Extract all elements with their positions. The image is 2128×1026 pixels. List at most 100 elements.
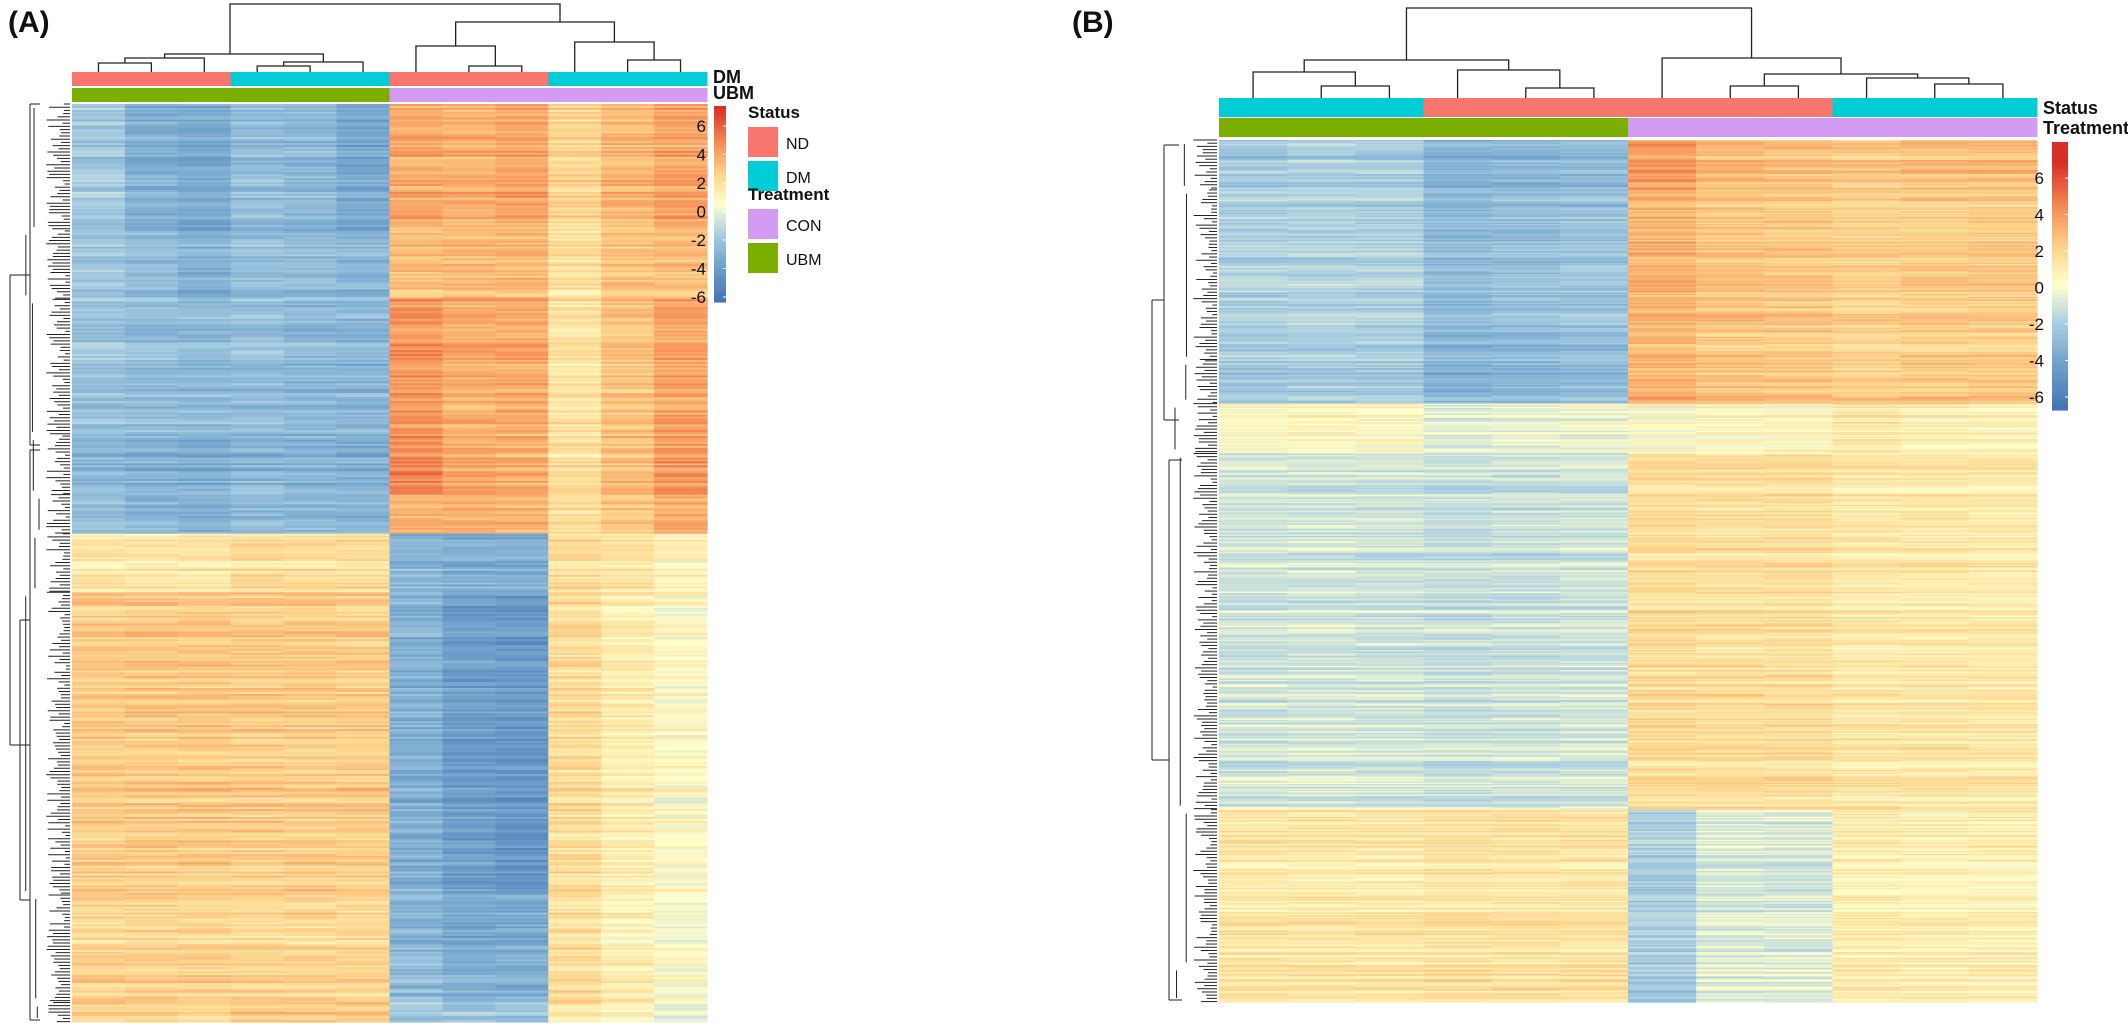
heatmap-cell bbox=[124, 439, 179, 443]
heatmap-cell bbox=[283, 109, 338, 113]
heatmap-cell bbox=[124, 531, 179, 535]
heatmap-cell bbox=[601, 152, 655, 156]
heatmap-cell bbox=[442, 758, 496, 761]
heatmap-cell bbox=[283, 281, 338, 285]
heatmap-cell bbox=[389, 215, 444, 218]
heatmap-cell bbox=[283, 563, 338, 566]
heatmap-cell bbox=[336, 336, 391, 339]
heatmap-cell bbox=[442, 383, 496, 386]
heatmap-cell bbox=[548, 861, 602, 865]
heatmap-cell bbox=[548, 520, 602, 523]
heatmap-cell bbox=[548, 592, 602, 595]
heatmap-cell bbox=[548, 141, 602, 144]
heatmap-cell bbox=[601, 451, 655, 455]
heatmap-cell bbox=[495, 799, 549, 802]
heatmap-cell bbox=[230, 447, 285, 451]
heatmap-cell bbox=[283, 436, 338, 439]
heatmap-cell bbox=[654, 154, 708, 158]
heatmap-cell bbox=[230, 744, 285, 748]
heatmap-cell bbox=[389, 176, 444, 179]
heatmap-cell bbox=[124, 705, 179, 709]
heatmap-cell bbox=[230, 861, 285, 865]
heatmap-cell bbox=[654, 449, 708, 453]
heatmap-cell bbox=[654, 844, 708, 847]
heatmap-cell bbox=[177, 375, 232, 379]
heatmap-cell bbox=[495, 211, 549, 214]
heatmap-cell bbox=[124, 125, 179, 129]
heatmap-cell bbox=[601, 879, 655, 882]
heatmap-cell bbox=[124, 588, 179, 591]
heatmap-cell bbox=[601, 441, 655, 445]
heatmap-cell bbox=[124, 850, 179, 853]
heatmap-cell bbox=[124, 707, 179, 711]
heatmap-cell bbox=[389, 303, 444, 306]
heatmap-cell bbox=[389, 629, 444, 632]
heatmap-cell bbox=[283, 668, 338, 672]
heatmap-cell bbox=[177, 229, 232, 232]
heatmap-cell bbox=[230, 256, 285, 259]
heatmap-cell bbox=[72, 182, 126, 185]
heatmap-cell bbox=[548, 395, 602, 398]
heatmap-cell bbox=[548, 391, 602, 394]
heatmap-cell bbox=[601, 721, 655, 724]
heatmap-cell bbox=[124, 773, 179, 777]
heatmap-cell bbox=[72, 131, 126, 134]
heatmap-cell bbox=[601, 113, 655, 117]
heatmap-cell bbox=[177, 234, 232, 238]
heatmap-cell bbox=[72, 730, 126, 734]
heatmap-cell bbox=[442, 711, 496, 714]
heatmap-cell bbox=[336, 883, 391, 886]
heatmap-cell bbox=[495, 805, 549, 808]
heatmap-cell bbox=[336, 414, 391, 418]
heatmap-cell bbox=[548, 412, 602, 416]
heatmap-cell bbox=[283, 590, 338, 593]
heatmap-cell bbox=[654, 510, 708, 513]
heatmap-cell bbox=[389, 371, 444, 375]
heatmap-cell bbox=[601, 178, 655, 181]
heatmap-cell bbox=[336, 195, 391, 199]
heatmap-cell bbox=[654, 268, 708, 271]
heatmap-cell bbox=[336, 256, 391, 259]
heatmap-cell bbox=[72, 363, 126, 367]
heatmap-cell bbox=[283, 514, 338, 517]
heatmap-cell bbox=[177, 174, 232, 177]
heatmap-cell bbox=[654, 437, 708, 441]
heatmap-cell bbox=[72, 678, 126, 681]
heatmap-cell bbox=[601, 168, 655, 172]
heatmap-cell bbox=[336, 254, 391, 257]
heatmap-cell bbox=[389, 611, 444, 615]
heatmap-cell bbox=[495, 674, 549, 677]
heatmap-cell bbox=[389, 590, 444, 593]
heatmap-cell bbox=[230, 561, 285, 564]
heatmap-cell bbox=[336, 318, 391, 322]
heatmap-cell bbox=[283, 814, 338, 818]
heatmap-cell bbox=[230, 721, 285, 724]
heatmap-cell bbox=[495, 371, 549, 375]
heatmap-cell bbox=[548, 514, 602, 517]
heatmap-cell bbox=[124, 625, 179, 629]
heatmap-cell bbox=[654, 393, 708, 396]
heatmap-cell bbox=[442, 221, 496, 224]
heatmap-cell bbox=[389, 123, 444, 127]
heatmap-cell bbox=[495, 223, 549, 226]
heatmap-cell bbox=[654, 512, 708, 515]
heatmap-cell bbox=[283, 531, 338, 535]
heatmap-cell bbox=[389, 908, 444, 912]
heatmap-cell bbox=[336, 361, 391, 365]
heatmap-cell bbox=[283, 385, 338, 388]
heatmap-cell bbox=[230, 465, 285, 468]
heatmap-cell bbox=[336, 830, 391, 834]
heatmap-cell bbox=[72, 154, 126, 158]
heatmap-cell bbox=[389, 828, 444, 832]
heatmap-cell bbox=[283, 709, 338, 713]
heatmap-cell bbox=[177, 268, 232, 271]
heatmap-cell bbox=[654, 795, 708, 798]
heatmap-cell bbox=[548, 158, 602, 162]
heatmap-cell bbox=[336, 846, 391, 849]
heatmap-cell bbox=[336, 496, 391, 500]
heatmap-cell bbox=[72, 838, 126, 841]
heatmap-cell bbox=[124, 232, 179, 236]
heatmap-cell bbox=[124, 781, 179, 785]
heatmap-cell bbox=[177, 246, 232, 250]
heatmap-cell bbox=[177, 387, 232, 390]
